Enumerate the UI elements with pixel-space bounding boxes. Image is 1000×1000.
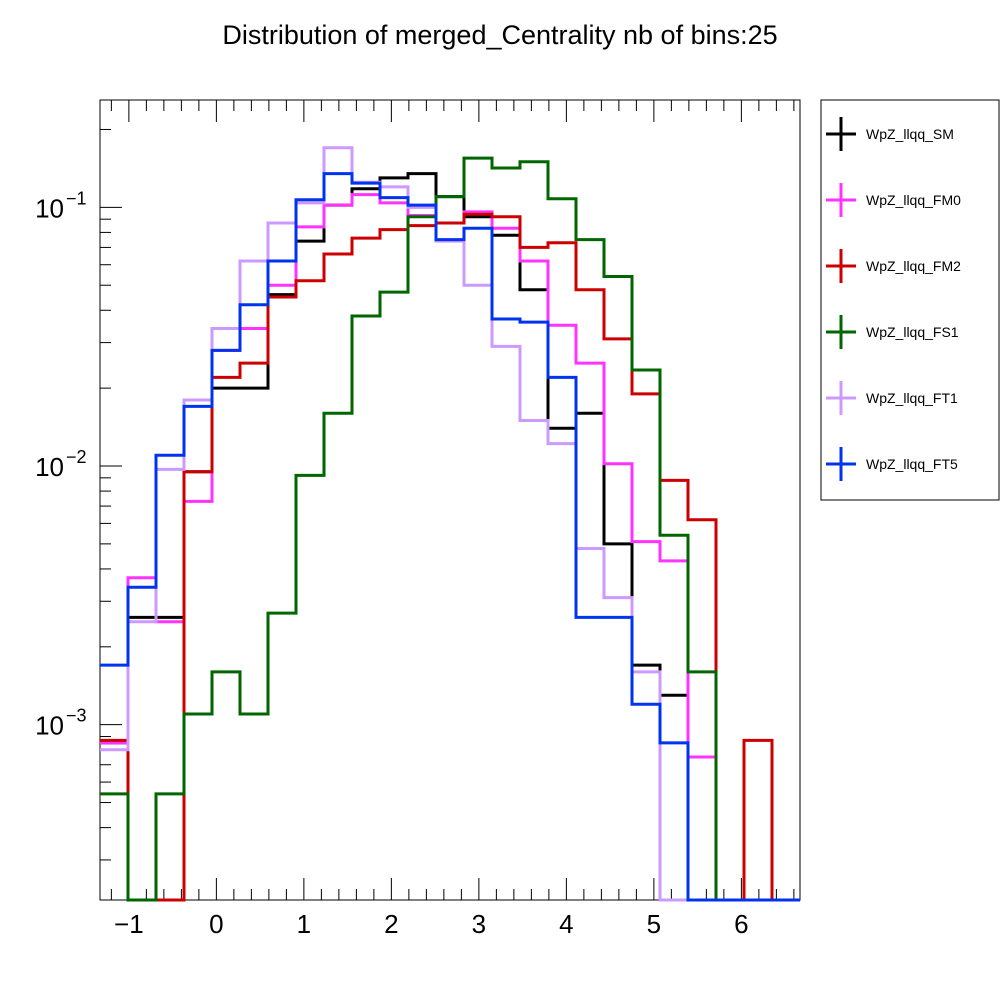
series-line-WpZ_llqq_FM2 [100,212,800,902]
x-tick-label: 1 [297,909,311,939]
legend: WpZ_llqq_SM WpZ_llqq_FM0 WpZ_llqq_FM2 WpZ_l… [820,99,1000,501]
chart-title: Distribution of merged_Centrality nb of … [222,20,777,50]
y-tick-exponent: −2 [66,447,87,467]
legend-label: WpZ_llqq_SM [866,126,954,142]
x-tick-label: 5 [647,909,661,939]
legend-label: WpZ_llqq_FT5 [866,456,958,472]
x-tick-label: 3 [472,909,486,939]
legend-label: WpZ_llqq_FT1 [866,390,958,406]
y-tick-label: 10 [35,711,64,741]
plot-area: −1 0 1 2 3 4 5 610−110−210−3 [35,99,801,939]
legend-label: WpZ_llqq_FS1 [866,324,959,340]
legend-box [820,99,1000,501]
legend-label: WpZ_llqq_FM2 [866,258,961,274]
y-tick-exponent: −3 [66,706,87,726]
x-tick-label: 0 [209,909,223,939]
x-tick-label: 4 [559,909,573,939]
x-tick-label: 6 [734,909,748,939]
legend-label: WpZ_llqq_FM0 [866,192,961,208]
y-tick-label: 10 [35,452,64,482]
series-line-WpZ_llqq_FT5 [100,172,800,902]
series-line-WpZ_llqq_SM [100,172,800,902]
x-tick-label: −1 [114,909,144,939]
x-tick-label: 2 [384,909,398,939]
series-line-WpZ_llqq_FT1 [100,146,800,902]
series-line-WpZ_llqq_FM0 [100,193,800,902]
y-tick-label: 10 [35,193,64,223]
plot-frame [99,99,801,901]
y-tick-exponent: −1 [66,188,87,208]
series-line-WpZ_llqq_FS1 [100,156,800,902]
